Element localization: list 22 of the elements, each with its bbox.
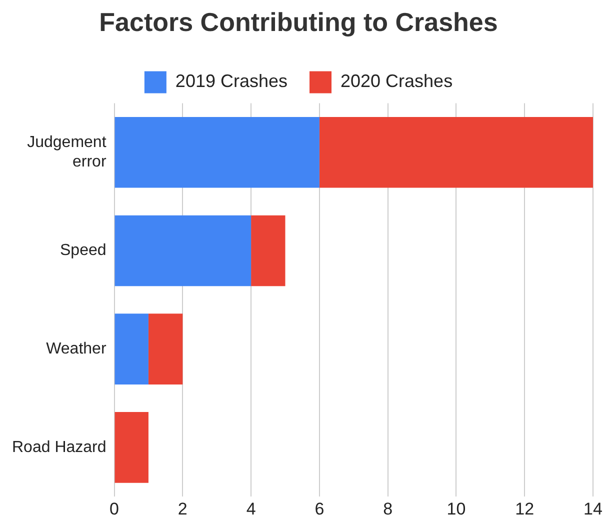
y-tick-label: Speed — [60, 242, 106, 260]
legend-label: 2020 Crashes — [340, 71, 453, 92]
bar — [319, 116, 593, 188]
y-tick-label: Road Hazard — [12, 438, 106, 456]
y-tick-label: Judgement error — [27, 134, 107, 170]
y-tick-label: Weather — [46, 340, 107, 358]
chart-title: Factors Contributing to Crashes — [99, 6, 498, 37]
bar — [114, 116, 320, 188]
bar — [114, 215, 252, 286]
x-tick-label: 14 — [584, 499, 602, 518]
x-tick-label: 0 — [110, 499, 120, 518]
x-tick-label: 4 — [246, 499, 256, 518]
legend-label: 2019 Crashes — [175, 71, 288, 92]
x-tick-label: 10 — [446, 499, 466, 518]
bar — [114, 314, 148, 384]
bar — [148, 314, 183, 384]
x-tick-label: 6 — [314, 499, 324, 518]
bar — [114, 412, 148, 483]
x-tick-label: 8 — [383, 499, 393, 518]
bar — [251, 215, 286, 286]
x-tick-label: 2 — [178, 499, 188, 518]
x-tick-label: 12 — [515, 499, 534, 518]
